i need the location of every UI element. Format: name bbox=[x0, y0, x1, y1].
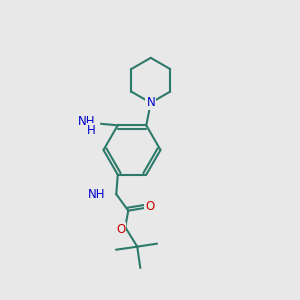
Text: NH: NH bbox=[88, 188, 106, 201]
Text: O: O bbox=[145, 200, 154, 213]
Text: O: O bbox=[116, 223, 125, 236]
Text: H: H bbox=[87, 124, 96, 137]
Text: N: N bbox=[146, 96, 155, 109]
Text: NH: NH bbox=[78, 115, 96, 128]
